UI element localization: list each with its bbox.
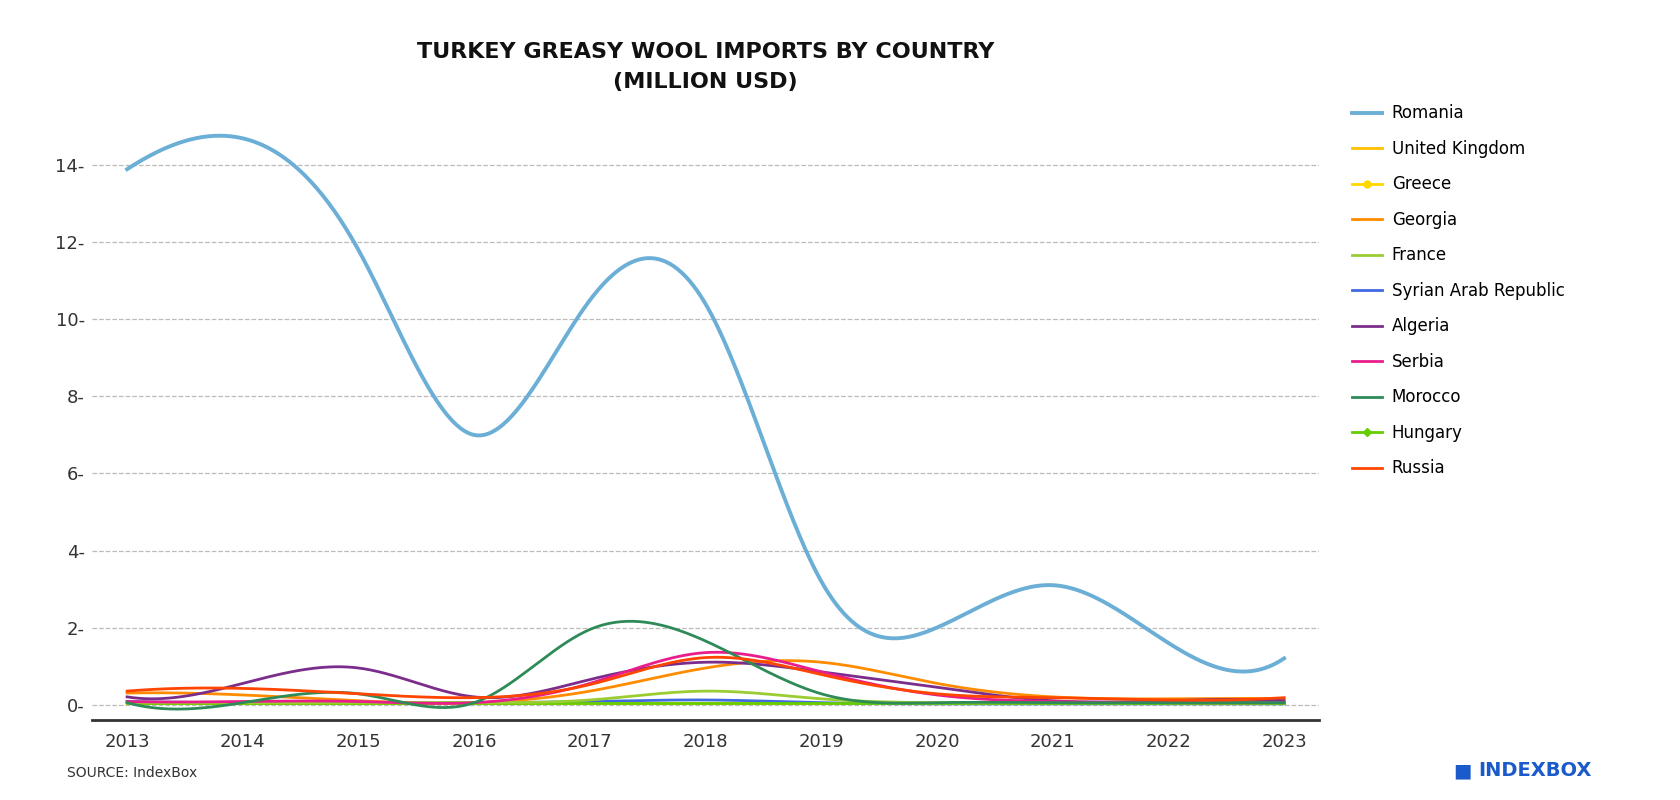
Text: SOURCE: IndexBox: SOURCE: IndexBox bbox=[67, 766, 198, 780]
Text: INDEXBOX: INDEXBOX bbox=[1478, 761, 1591, 780]
Text: TURKEY GREASY WOOL IMPORTS BY COUNTRY: TURKEY GREASY WOOL IMPORTS BY COUNTRY bbox=[417, 42, 995, 62]
Legend: Romania, United Kingdom, Greece, Georgia, France, Syrian Arab Republic, Algeria,: Romania, United Kingdom, Greece, Georgia… bbox=[1352, 104, 1564, 478]
Text: ■: ■ bbox=[1453, 761, 1472, 780]
Text: (MILLION USD): (MILLION USD) bbox=[613, 72, 798, 92]
